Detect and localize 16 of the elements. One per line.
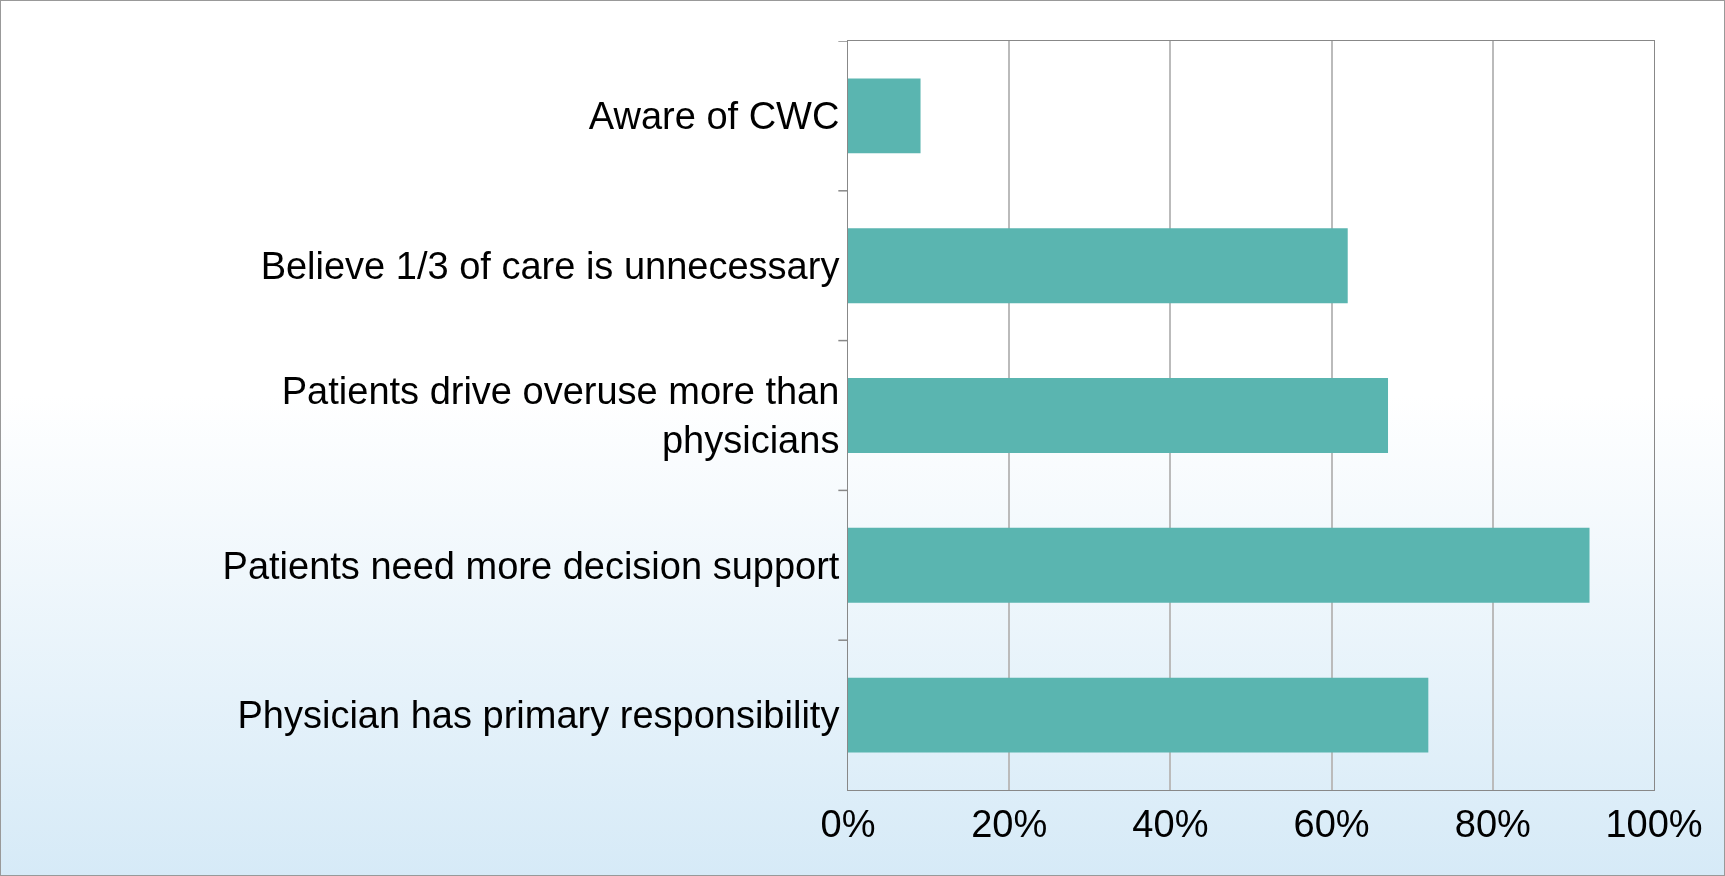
bar (848, 527, 1590, 603)
bar (848, 378, 1389, 453)
bar (848, 677, 1429, 753)
x-tick-label: 60% (1293, 802, 1370, 845)
y-tick-label: Physician has primary responsibility (237, 694, 840, 737)
bar (848, 228, 1348, 304)
y-tick-label: Believe 1/3 of care is unnecessary (260, 245, 840, 287)
x-tick-label: 40% (1132, 802, 1209, 845)
bar (848, 78, 921, 154)
y-tick-label: Aware of CWC (588, 95, 840, 138)
x-tick-label: 20% (971, 802, 1048, 845)
x-tick-label: 100% (1605, 802, 1703, 845)
y-tick-label: Patients need more decision support (222, 544, 840, 587)
x-tick-label: 80% (1454, 802, 1531, 845)
y-tick-label: Patients drive overuse more than physicians (281, 370, 840, 462)
x-tick-label: 0% (820, 802, 876, 845)
